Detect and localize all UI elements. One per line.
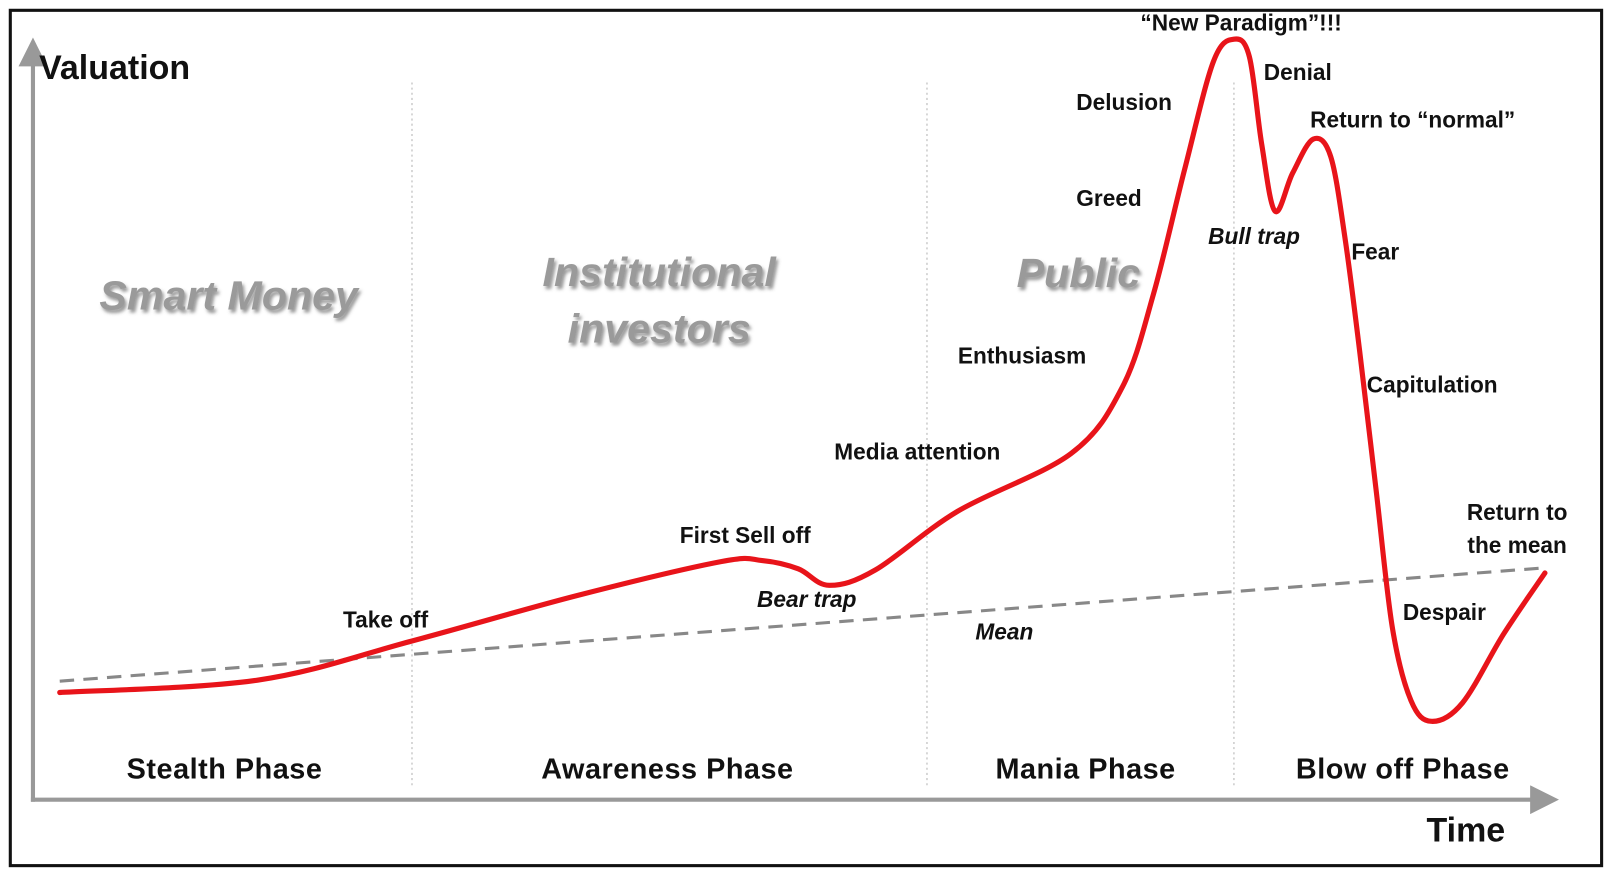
annotation: Delusion [1076, 89, 1172, 115]
valuation-curve [57, 36, 1548, 724]
annotation: Return to “normal” [1310, 107, 1515, 133]
annotation: Denial [1264, 59, 1332, 85]
annotation: Media attention [834, 438, 1000, 464]
annotation: the mean [1467, 532, 1566, 558]
phase-label: Blow off Phase [1296, 753, 1510, 785]
group-label: Institutional [543, 249, 778, 295]
group-label: Public [1017, 250, 1141, 296]
x-axis-label: Time [1427, 812, 1506, 850]
group-label: Smart Money [99, 273, 360, 319]
group-label: investors [568, 306, 751, 352]
annotation: Fear [1351, 238, 1399, 264]
annotation: Take off [343, 606, 429, 632]
phase-label: Stealth Phase [127, 753, 323, 785]
phase-label: Awareness Phase [541, 753, 793, 785]
annotation: Greed [1076, 185, 1141, 211]
annotation: Capitulation [1367, 371, 1498, 397]
y-axis-label: Valuation [39, 49, 190, 87]
frame [8, 8, 1604, 868]
annotation: First Sell off [680, 522, 811, 548]
annotation: Return to [1467, 499, 1568, 525]
annotation: Bear trap [757, 586, 857, 612]
annotation: Enthusiasm [958, 343, 1086, 369]
annotation: Mean [975, 619, 1033, 645]
annotation: Despair [1403, 599, 1486, 625]
mean-line [59, 566, 1546, 683]
phase-label: Mania Phase [995, 753, 1175, 785]
annotation: “New Paradigm”!!! [1140, 10, 1341, 36]
annotation: Bull trap [1208, 223, 1300, 249]
